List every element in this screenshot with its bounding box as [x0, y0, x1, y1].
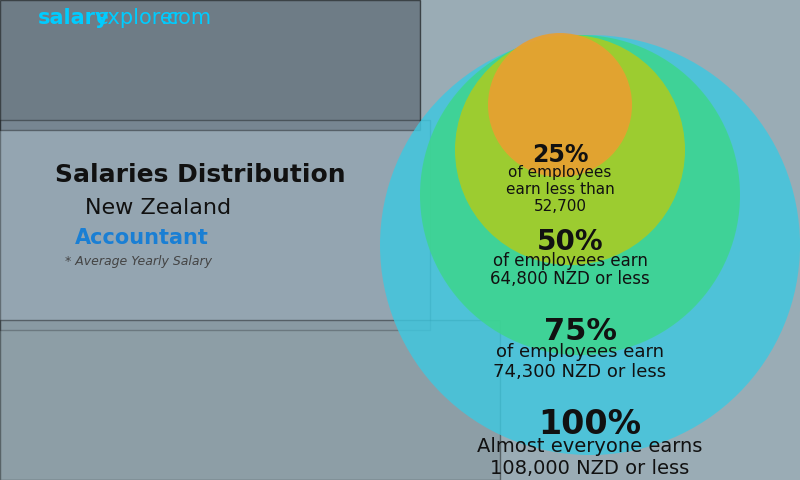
- FancyBboxPatch shape: [0, 0, 420, 130]
- Text: explorer: explorer: [96, 8, 182, 28]
- Text: 64,800 NZD or less: 64,800 NZD or less: [490, 270, 650, 288]
- Text: salary: salary: [38, 8, 110, 28]
- Circle shape: [455, 35, 685, 265]
- Text: Almost everyone earns: Almost everyone earns: [478, 437, 702, 456]
- Text: 100%: 100%: [538, 408, 642, 442]
- Text: * Average Yearly Salary: * Average Yearly Salary: [65, 255, 212, 268]
- Text: earn less than: earn less than: [506, 181, 614, 197]
- Circle shape: [380, 35, 800, 455]
- Text: Accountant: Accountant: [75, 228, 209, 248]
- Text: of employees earn: of employees earn: [496, 343, 664, 361]
- Circle shape: [420, 35, 740, 355]
- Text: .com: .com: [161, 8, 212, 28]
- Text: of employees earn: of employees earn: [493, 252, 647, 270]
- Text: of employees: of employees: [508, 165, 612, 180]
- FancyBboxPatch shape: [0, 120, 430, 330]
- Text: 50%: 50%: [537, 228, 603, 256]
- Text: 108,000 NZD or less: 108,000 NZD or less: [490, 459, 690, 478]
- Text: Salaries Distribution: Salaries Distribution: [55, 163, 346, 187]
- Text: 25%: 25%: [532, 143, 588, 167]
- Text: New Zealand: New Zealand: [85, 198, 231, 218]
- FancyBboxPatch shape: [0, 320, 500, 480]
- Circle shape: [488, 33, 632, 177]
- Text: 75%: 75%: [543, 317, 617, 347]
- Text: 52,700: 52,700: [534, 199, 586, 214]
- Text: 74,300 NZD or less: 74,300 NZD or less: [494, 363, 666, 381]
